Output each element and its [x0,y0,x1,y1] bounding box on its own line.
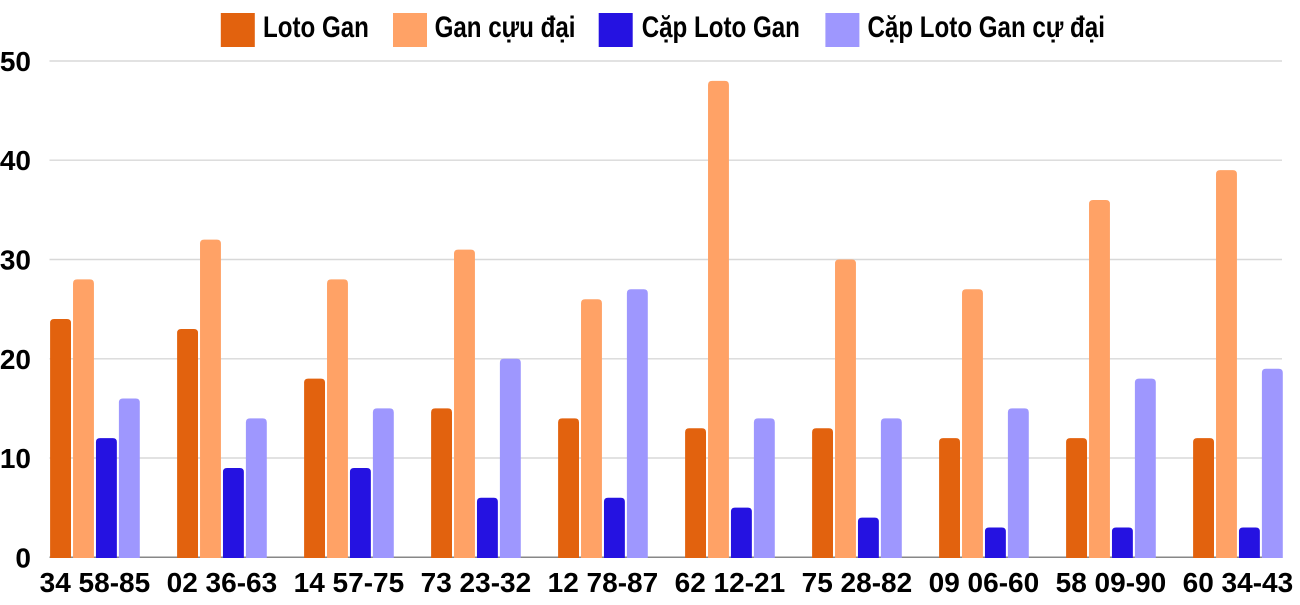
svg-text:75 28-82: 75 28-82 [802,567,913,598]
svg-text:Cặp Loto Gan cự đại: Cặp Loto Gan cự đại [868,9,1105,43]
svg-text:62 12-21: 62 12-21 [675,567,786,598]
svg-text:60 34-43: 60 34-43 [1183,567,1294,598]
svg-text:58 09-90: 58 09-90 [1056,567,1167,598]
svg-text:Gan cựu đại: Gan cựu đại [435,9,576,43]
svg-text:40: 40 [0,145,31,176]
svg-text:12 78-87: 12 78-87 [548,567,659,598]
svg-text:Cặp Loto Gan: Cặp Loto Gan [642,9,800,43]
svg-text:0: 0 [15,542,31,573]
svg-text:10: 10 [0,443,31,474]
svg-text:30: 30 [0,245,31,276]
svg-text:20: 20 [0,344,31,375]
svg-text:09 06-60: 09 06-60 [929,567,1040,598]
svg-text:14 57-75: 14 57-75 [294,567,405,598]
svg-text:73 23-32: 73 23-32 [421,567,532,598]
svg-text:50: 50 [0,46,31,77]
svg-text:34 58-85: 34 58-85 [40,567,151,598]
svg-text:02 36-63: 02 36-63 [167,567,278,598]
svg-text:Loto Gan: Loto Gan [263,9,369,43]
